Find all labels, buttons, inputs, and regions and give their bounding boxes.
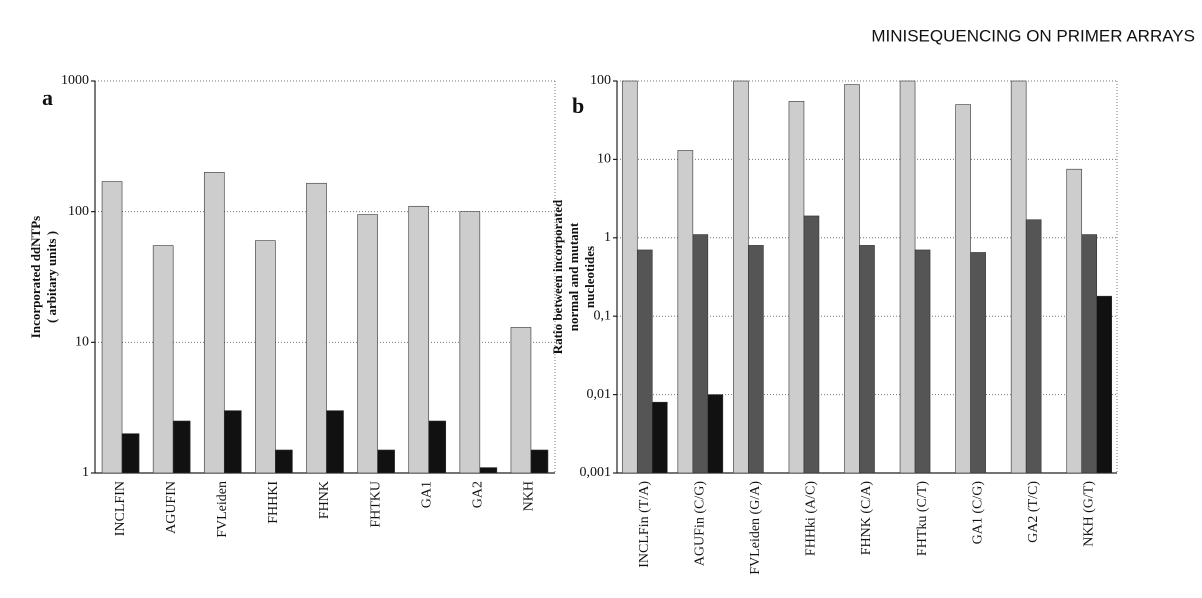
y-tick-label: 10 (75, 335, 89, 350)
y-tick-label: 0,1 (594, 308, 612, 323)
bar (707, 394, 724, 474)
bar (408, 205, 430, 474)
x-tick-label: FHTku (C/T) (915, 481, 930, 556)
x-tick-label: INCLFin (T/A) (637, 481, 652, 568)
bar (1096, 295, 1113, 474)
bar (223, 410, 242, 474)
x-tick-label: FVLeiden (215, 481, 230, 538)
panel-label: a (42, 85, 53, 110)
y-axis-label: Ratio between incorporated (550, 199, 565, 354)
x-tick-label: INCLFIN (113, 481, 128, 536)
y-axis-label: normal and mutant (566, 222, 581, 331)
y-axis-label: Incorporated ddNTPs (28, 216, 43, 338)
bar (121, 433, 140, 474)
bar (1081, 234, 1098, 474)
bar (899, 80, 916, 474)
y-tick-label: 1 (82, 465, 89, 480)
y-axis-label: nucleotides (582, 246, 597, 308)
bar (1066, 168, 1083, 474)
x-tick-label: GA2 (T/C) (1026, 481, 1041, 543)
x-tick-label: AGUFin (C/G) (693, 481, 708, 567)
bar (479, 467, 498, 474)
bar (172, 420, 191, 474)
bar (255, 240, 276, 474)
x-tick-label: NKH (522, 481, 537, 511)
bar (530, 449, 549, 474)
y-axis-label: ( arbitary units ) (44, 231, 59, 323)
bar (636, 249, 653, 474)
bar (748, 245, 764, 474)
bar (970, 252, 986, 474)
bar (914, 249, 931, 474)
panel-label: b (572, 93, 584, 118)
bar (859, 245, 875, 474)
bar (428, 420, 447, 474)
y-tick-label: 1000 (61, 73, 89, 88)
x-tick-label: GA1 (419, 481, 434, 508)
bar (326, 410, 344, 474)
x-tick-label: FHNK (317, 481, 332, 519)
x-tick-label: FHTKU (368, 481, 383, 528)
bar (101, 181, 123, 474)
bar (357, 214, 378, 474)
y-tick-label: 100 (68, 204, 89, 219)
bar (510, 327, 532, 474)
bar (803, 215, 820, 474)
bar (788, 101, 805, 474)
bar (955, 104, 971, 474)
bar (844, 84, 860, 474)
y-tick-label: 0,01 (587, 387, 612, 402)
bar (459, 211, 481, 474)
bar (677, 150, 694, 474)
x-tick-label: FVLeiden (G/A) (748, 481, 763, 575)
bar (692, 234, 709, 474)
y-tick-label: 1 (604, 230, 611, 245)
bar (377, 449, 395, 474)
bar (1010, 80, 1027, 474)
bar (275, 449, 293, 474)
y-tick-label: 0,001 (580, 465, 612, 480)
x-tick-label: GA2 (471, 481, 486, 508)
bar (1025, 219, 1042, 474)
x-tick-label: FHHki (A/C) (804, 481, 819, 556)
y-tick-label: 100 (590, 73, 611, 88)
x-tick-label: FHHKI (266, 481, 281, 524)
x-tick-label: FHNK (C/A) (859, 481, 874, 556)
bar (733, 80, 749, 474)
y-tick-label: 10 (597, 152, 611, 167)
running-header: MINISEQUENCING ON PRIMER ARRAYS (871, 26, 1195, 45)
bar (203, 172, 225, 474)
bar (621, 80, 638, 474)
bar (306, 182, 327, 474)
x-tick-label: GA1 (C/G) (970, 481, 985, 545)
x-tick-label: AGUFIN (164, 481, 179, 534)
bar (152, 245, 174, 474)
x-tick-label: NKH (G/T) (1081, 481, 1096, 547)
bar (651, 401, 668, 474)
